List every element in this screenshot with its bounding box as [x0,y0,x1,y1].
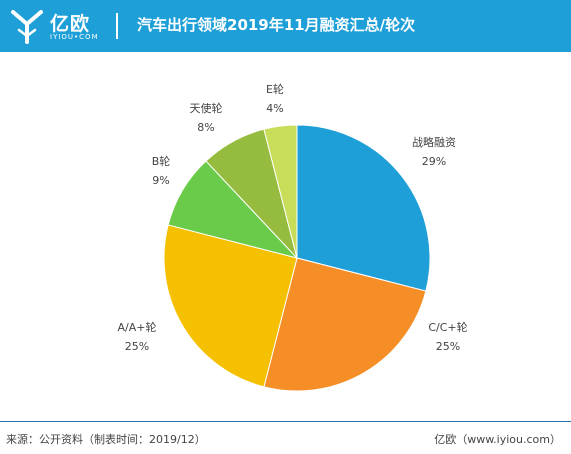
slice-percent: 25% [125,340,149,353]
header-divider [116,13,118,39]
slice-percent: 25% [436,340,460,353]
slice-percent: 29% [422,155,446,168]
pie-slice [163,224,298,388]
slice-percent: 9% [152,174,169,187]
slice-label: 天使轮 [190,101,223,115]
slice-label: A/A+轮 [118,320,157,334]
pie-slice [296,124,431,292]
source-note: 来源：公开资料（制表时间：2019/12） [6,433,206,446]
slice-label: C/C+轮 [428,320,467,334]
slice-percent: 8% [197,121,214,134]
slice-label: B轮 [152,154,171,168]
logo-subtext: IYIOU•COM [50,33,99,41]
slice-percent: 4% [266,102,283,115]
footer-divider [0,421,571,422]
slice-label: E轮 [266,82,284,96]
iyiou-logo-icon [11,10,43,44]
pie-slice [263,124,298,259]
logo-text: 亿欧 [50,13,91,35]
site-credit: 亿欧（www.iyiou.com） [434,433,561,446]
chart-title: 汽车出行领域2019年11月融资汇总/轮次 [137,16,416,34]
pie-slice [263,257,427,392]
slice-label: 战略融资 [412,135,456,149]
header-bar: 亿欧 IYIOU•COM 汽车出行领域2019年11月融资汇总/轮次 [0,0,571,52]
pie-chart: 战略融资 29% C/C+轮 25% A/A+轮 25% B轮 9% 天使轮 8% E轮 4% [118,82,468,392]
